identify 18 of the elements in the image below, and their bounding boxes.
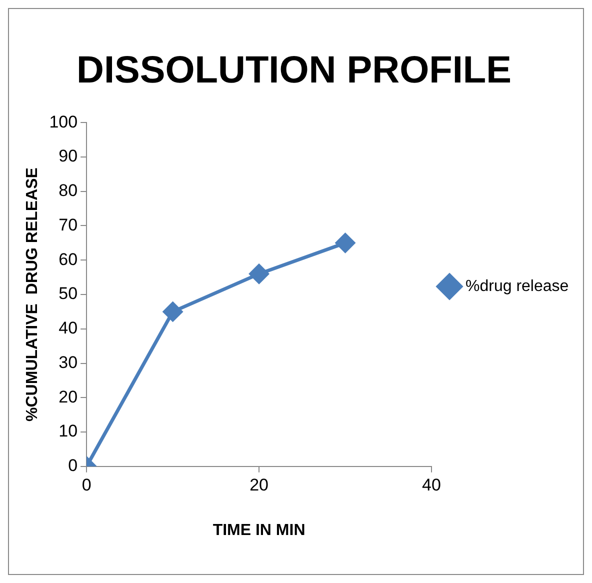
y-tick-label: 10: [58, 422, 78, 441]
y-tick-label: 100: [49, 112, 78, 132]
x-tick-label: 20: [250, 475, 268, 494]
y-tick-label: 0: [68, 456, 78, 476]
y-tick-label: 60: [58, 250, 78, 269]
y-tick-label: 30: [58, 352, 78, 372]
y-tick-label: 90: [58, 146, 78, 166]
y-axis-title: %CUMULATIVE DRUG RELEASE: [24, 167, 42, 422]
y-tick-label: 80: [58, 181, 78, 200]
chart-title: DISSOLUTION PROFILE: [76, 49, 512, 92]
legend-label: %drug release: [466, 278, 569, 295]
x-axis-title: TIME IN MIN: [212, 522, 306, 539]
y-tick-label: 50: [58, 284, 78, 304]
y-tick-label: 20: [58, 387, 78, 406]
x-tick-label: 0: [82, 475, 92, 494]
y-tick-label: 40: [58, 318, 78, 338]
y-tick-label: 70: [58, 215, 78, 234]
x-tick-label: 40: [422, 475, 441, 494]
